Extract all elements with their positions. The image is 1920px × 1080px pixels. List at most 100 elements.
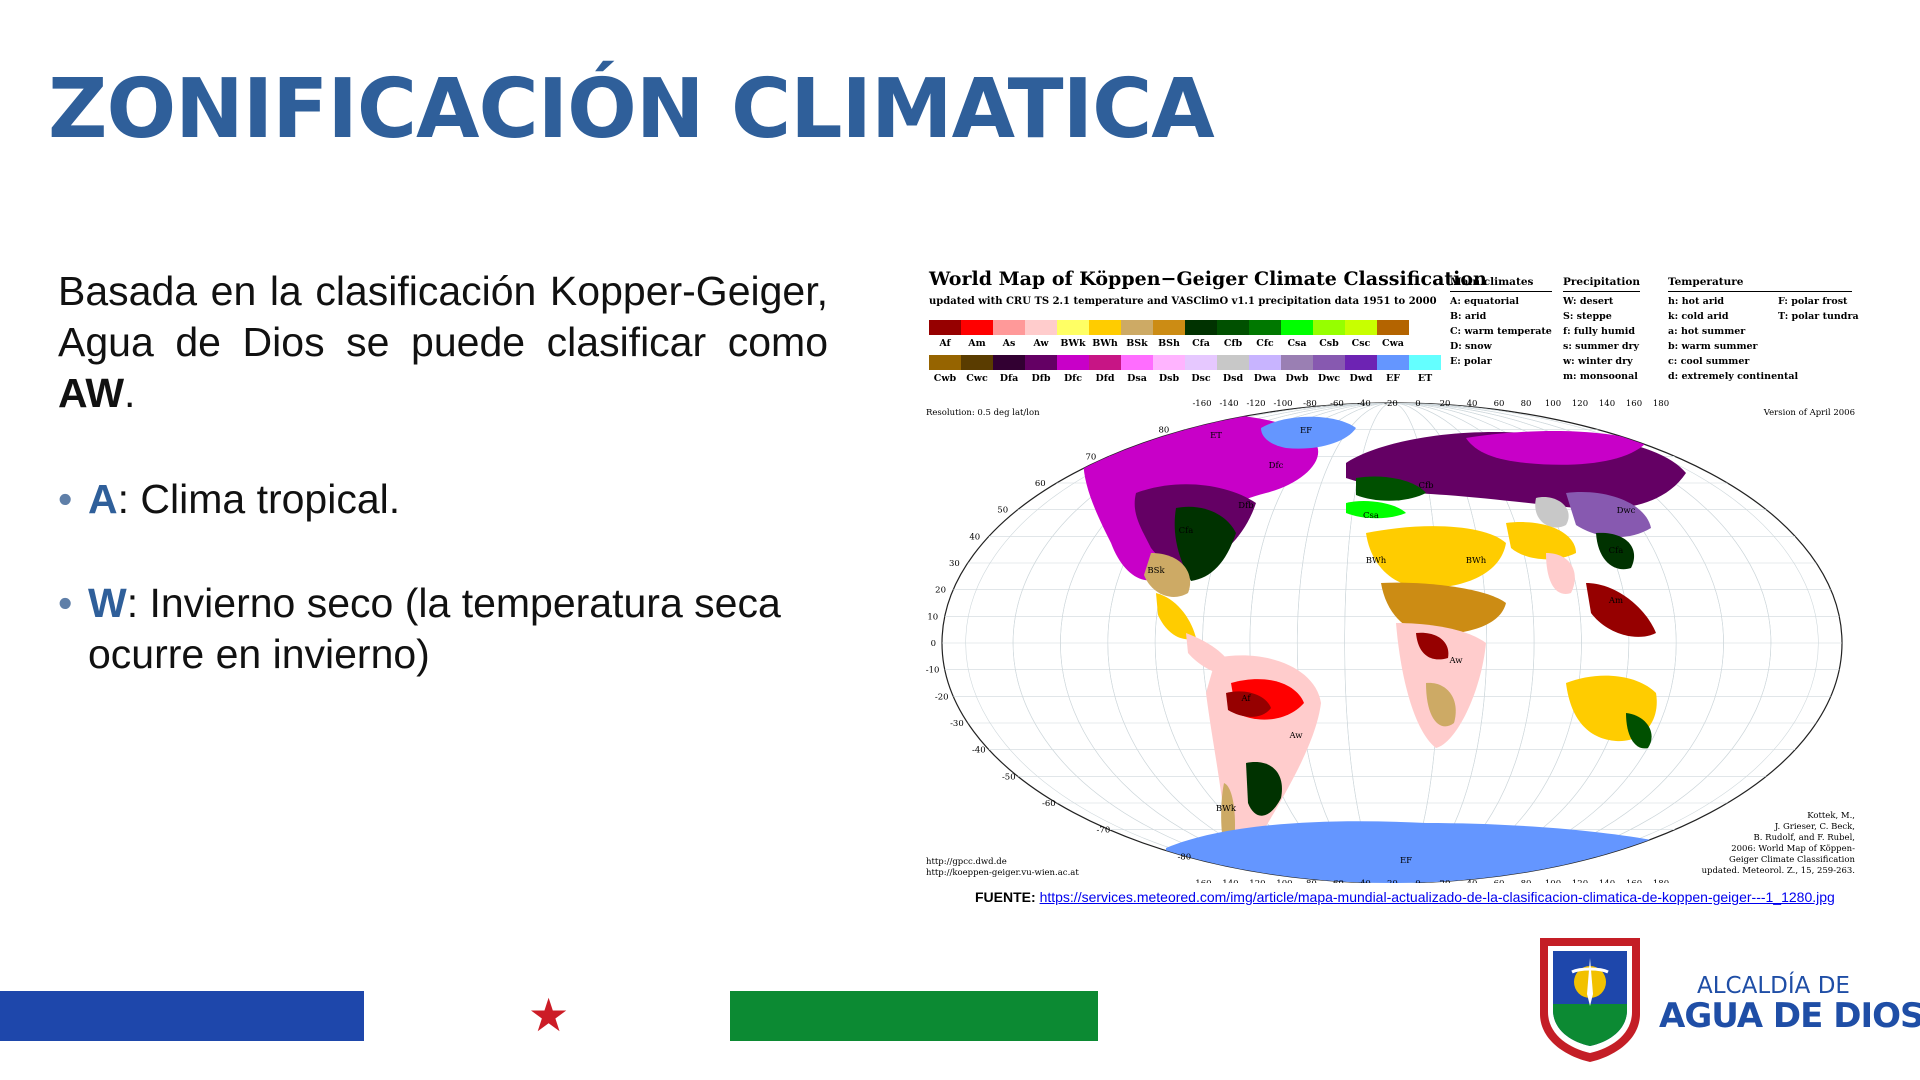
legend-swatch	[1217, 320, 1249, 335]
latitude-label: -70	[1097, 826, 1111, 836]
legend-label: Am	[968, 338, 986, 349]
legend-label: Dwc	[1317, 373, 1341, 384]
legend-swatch	[1089, 355, 1121, 370]
longitude-label: 60	[1494, 399, 1505, 409]
latitude-label: -20	[935, 692, 949, 702]
legend-swatch	[1057, 355, 1089, 370]
legend-swatch	[1153, 320, 1185, 335]
bullet-key: A	[88, 476, 118, 522]
legend-swatch	[1057, 320, 1089, 335]
longitude-label: -20	[1384, 879, 1398, 883]
longitude-label: 100	[1545, 399, 1561, 409]
legend-swatch	[1281, 320, 1313, 335]
region-label: Cfa	[1609, 546, 1624, 556]
longitude-label: 140	[1599, 399, 1615, 409]
region-label: EF	[1300, 426, 1312, 436]
key-temperature: Temperature h: hot arid k: cold arid a: …	[1668, 275, 1852, 384]
key-item: f: fully humid	[1563, 326, 1636, 337]
intro-bold: AW	[58, 370, 125, 416]
legend-label: BWh	[1092, 338, 1118, 349]
region-label: BSk	[1147, 566, 1165, 576]
longitude-label: 80	[1521, 399, 1532, 409]
legend-label: Dwa	[1253, 373, 1277, 384]
longitude-label: 20	[1440, 399, 1451, 409]
longitude-label: 40	[1467, 879, 1478, 883]
intro-paragraph: Basada en la clasificación Kopper-Geiger…	[58, 266, 828, 419]
legend-label: Dsc	[1191, 373, 1211, 384]
longitude-label: -60	[1330, 879, 1344, 883]
key-item: F: polar frost	[1778, 296, 1848, 307]
legend-swatch	[1025, 320, 1057, 335]
map-subtitle: updated with CRU TS 2.1 temperature and …	[929, 296, 1437, 307]
longitude-label: -100	[1273, 879, 1292, 883]
legend-swatch	[961, 355, 993, 370]
legend-swatch	[1249, 355, 1281, 370]
legend-swatch	[1313, 355, 1345, 370]
bullet-key: W	[88, 580, 127, 626]
longitude-label: 0	[1415, 399, 1420, 409]
bullet-dot-icon: •	[58, 476, 73, 522]
key-item: S: steppe	[1563, 311, 1612, 322]
key-item: E: polar	[1450, 356, 1492, 367]
municipal-shield-icon	[1540, 938, 1640, 1062]
longitude-label: 0	[1415, 879, 1420, 883]
key-main-climates: Main climates A: equatorial B: arid C: w…	[1450, 275, 1552, 369]
legend-swatch	[1281, 355, 1313, 370]
legend-label: Dfd	[1095, 373, 1115, 384]
legend-label: Cfc	[1256, 338, 1274, 349]
region-label: Aw	[1448, 656, 1463, 666]
key-item: k: cold arid	[1668, 311, 1729, 322]
latitude-label: -40	[972, 746, 986, 756]
latitude-label: 30	[949, 559, 960, 569]
legend-swatch	[1409, 355, 1441, 370]
longitude-label: -80	[1303, 399, 1317, 409]
legend-label: As	[1002, 338, 1016, 349]
legend-swatch	[1185, 355, 1217, 370]
key-item: W: desert	[1563, 296, 1614, 307]
key-item: T: polar tundra	[1778, 311, 1859, 322]
legend-label: Dfb	[1031, 373, 1051, 384]
longitude-label: -40	[1357, 399, 1371, 409]
legend-labels-1: Af Am As Aw BWk BWh BSk BSh Cfa Cfb Cfc Csa Csb Csc Cw…	[929, 338, 1409, 349]
star-icon: ★	[528, 989, 570, 1041]
longitude-label: -160	[1192, 399, 1211, 409]
legend-row-2	[929, 355, 1441, 370]
legend-swatch	[1313, 320, 1345, 335]
longitude-label: 60	[1494, 879, 1505, 883]
longitude-label: -80	[1303, 879, 1317, 883]
legend-swatch	[1377, 355, 1409, 370]
world-map-graphic: -160 -140 -120 -100 -80 -60 -40 -20 0 20 40 60 80 100…	[926, 399, 1843, 883]
region-label: BWh	[1366, 556, 1387, 566]
source-link[interactable]: https://services.meteored.com/img/articl…	[1039, 889, 1835, 905]
region-label: Am	[1608, 596, 1623, 606]
legend-swatch	[1153, 355, 1185, 370]
latitude-label: 40	[969, 532, 980, 542]
legend-swatch	[1377, 320, 1409, 335]
legend-row-1	[929, 320, 1409, 335]
region-label: Csa	[1363, 511, 1379, 521]
legend-label: Cwc	[966, 373, 988, 384]
key-item: w: winter dry	[1563, 356, 1633, 367]
longitude-label: -40	[1357, 879, 1371, 883]
key-item: b: warm summer	[1668, 341, 1758, 352]
koppen-map-figure: -160 -140 -120 -100 -80 -60 -40 -20 0 20 40 60 80 100…	[926, 263, 1861, 883]
map-resolution: Resolution: 0.5 deg lat/lon	[926, 408, 1040, 418]
key-temperature-polar: F: polar frost T: polar tundra	[1778, 294, 1859, 324]
bullet-dot-icon: •	[58, 580, 73, 626]
region-label: Cfa	[1179, 526, 1194, 536]
bullet-text: : Invierno seco (la temperatura seca ocu…	[88, 580, 781, 677]
legend-label: Dsb	[1158, 373, 1180, 384]
key-item: B: arid	[1450, 311, 1487, 322]
key-item: c: cool summer	[1668, 356, 1750, 367]
page-title: ZONIFICACIÓN CLIMATICA	[48, 62, 1215, 157]
region-label: Af	[1240, 694, 1251, 704]
longitude-label: 80	[1521, 879, 1532, 883]
legend-label: ET	[1417, 373, 1433, 384]
legend-label: Cfa	[1192, 338, 1210, 349]
latitude-label: -60	[1042, 799, 1056, 809]
longitude-label: 180	[1653, 399, 1669, 409]
legend-swatch	[1025, 355, 1057, 370]
key-heading: Main climates	[1450, 275, 1552, 292]
latitude-label: -80	[1177, 852, 1191, 862]
longitude-label: -120	[1246, 399, 1265, 409]
